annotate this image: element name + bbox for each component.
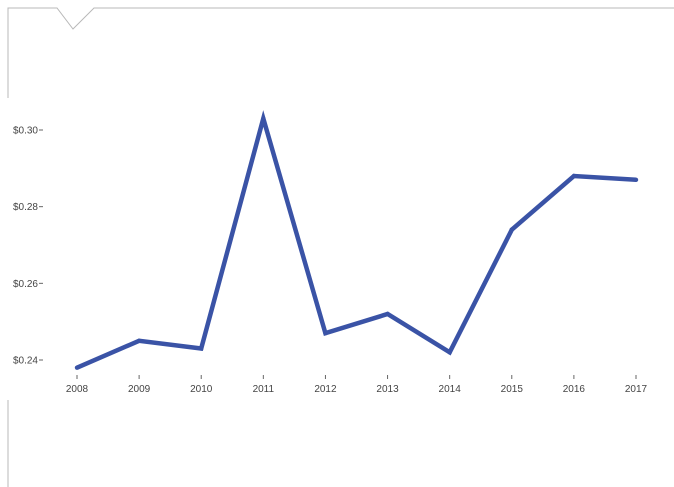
frame-top-edge	[7, 7, 674, 98]
x-tick-label: 2010	[190, 384, 213, 395]
series-layer	[74, 110, 639, 370]
x-tick-label: 2012	[314, 384, 337, 395]
data-point-2009	[136, 338, 142, 344]
x-tick-label: 2017	[625, 384, 648, 395]
x-tick-label: 2015	[501, 384, 524, 395]
x-tick-label: 2008	[66, 384, 89, 395]
x-axis: 2008 2009 2010 2011 2012 2013 2014 2015 2016 2017	[66, 375, 648, 395]
x-tick-label: 2011	[253, 384, 275, 395]
data-point-2016	[571, 173, 577, 179]
data-point-2015	[509, 227, 514, 232]
y-tick-label: $0.28	[13, 202, 38, 213]
data-point-2017	[633, 177, 639, 183]
data-point-2014	[447, 350, 452, 355]
y-axis: $0.24 $0.26 $0.28 $0.30	[13, 126, 43, 367]
x-tick-label: 2009	[128, 384, 151, 395]
x-tick-label: 2013	[376, 384, 399, 395]
x-tick-label: 2016	[563, 384, 586, 395]
data-point-2010	[199, 346, 204, 351]
data-point-2011	[261, 116, 266, 121]
x-tick-label: 2014	[439, 384, 462, 395]
y-tick-label: $0.26	[13, 279, 38, 290]
data-point-2008	[74, 365, 80, 370]
y-tick-label: $0.24	[13, 356, 38, 367]
data-point-2013	[385, 311, 390, 317]
y-tick-label: $0.30	[13, 126, 38, 137]
series-line	[76, 110, 637, 370]
data-point-2012	[323, 330, 328, 336]
